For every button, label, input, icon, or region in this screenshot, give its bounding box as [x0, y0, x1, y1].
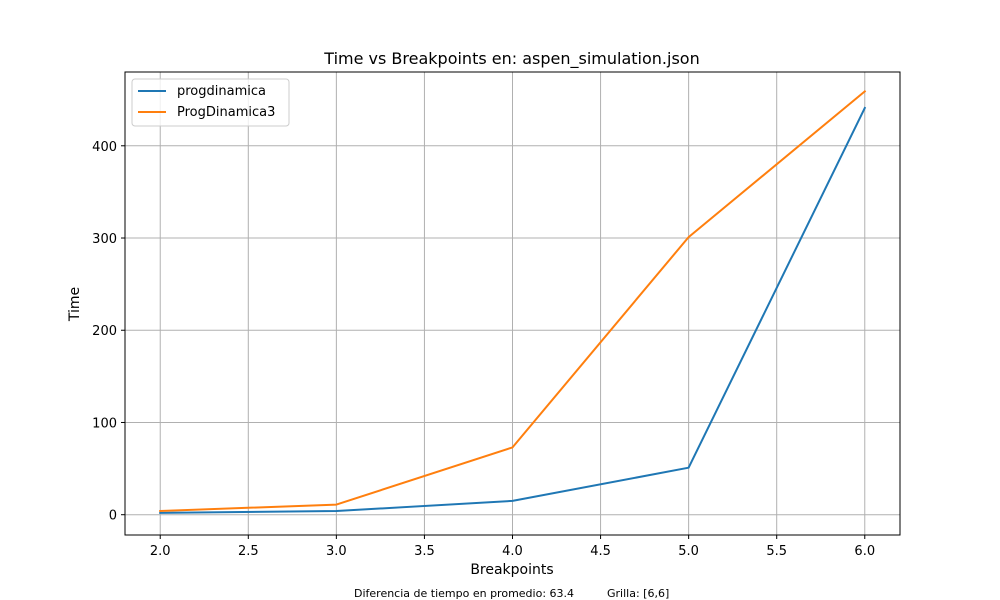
x-tick-label: 3.5 [414, 544, 435, 559]
x-tick-label: 5.5 [766, 544, 787, 559]
footer-grid-size: Grilla: [6,6] [607, 587, 669, 600]
y-tick-label: 300 [92, 232, 117, 247]
legend-label-progdinamica: progdinamica [177, 84, 266, 99]
x-tick-label: 6.0 [854, 544, 875, 559]
x-tick-label: 2.0 [150, 544, 171, 559]
x-tick-label: 4.0 [502, 544, 523, 559]
x-tick-label: 2.5 [238, 544, 259, 559]
y-tick-label: 200 [92, 324, 117, 339]
footer-average-difference: Diferencia de tiempo en promedio: 63.4 [354, 587, 574, 600]
x-tick-label: 5.0 [678, 544, 699, 559]
x-tick-label: 4.5 [590, 544, 611, 559]
x-axis-label: Breakpoints [470, 562, 553, 578]
x-tick-label: 3.0 [326, 544, 347, 559]
chart-title: Time vs Breakpoints en: aspen_simulation… [323, 49, 699, 69]
x-axis-ticks: 2.0 2.5 3.0 3.5 4.0 4.5 5.0 5.5 6.0 [150, 535, 875, 559]
legend-box [131, 78, 290, 127]
grid-layer [125, 72, 900, 535]
y-axis-label: Time [67, 287, 83, 322]
series-layer [159, 89, 867, 514]
series-line-progdinamica [159, 106, 867, 514]
y-tick-label: 100 [92, 416, 117, 431]
series-line-progdinamica3 [159, 89, 867, 513]
y-tick-label: 0 [109, 509, 117, 524]
legend-label-progdinamica3: ProgDinamica3 [177, 105, 275, 120]
y-tick-label: 400 [92, 140, 117, 155]
legend: progdinamica ProgDinamica3 [131, 78, 290, 127]
y-axis-ticks: 0 100 200 300 400 [92, 140, 125, 524]
